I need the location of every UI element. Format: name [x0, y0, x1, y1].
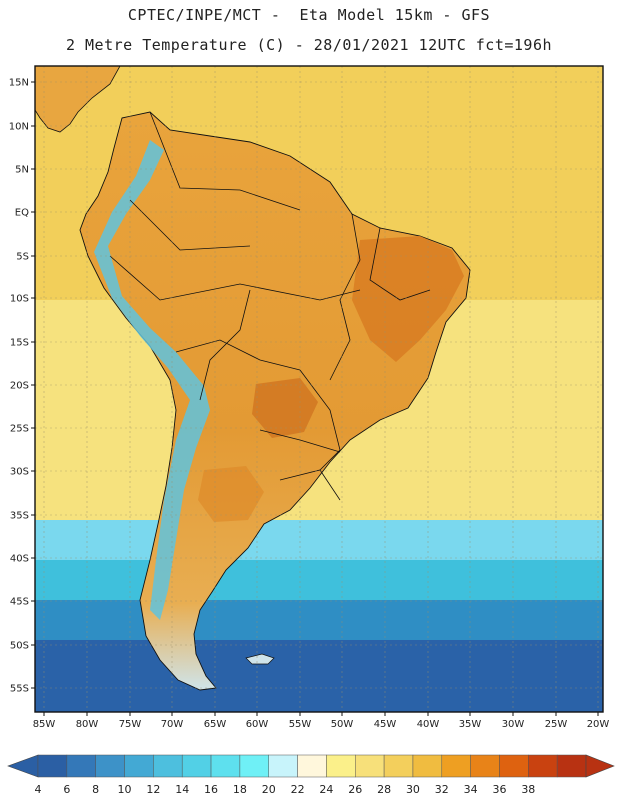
colorbar-segment [528, 754, 558, 778]
lon-tick-label: 85W [33, 719, 56, 730]
lat-tick-label: 5S [16, 252, 29, 263]
lat-tick-label: 5N [15, 165, 29, 176]
colorbar-label: 24 [319, 783, 333, 796]
lon-tick-label: 60W [246, 719, 269, 730]
lat-tick-label: 30S [10, 467, 29, 478]
lon-tick-label: 80W [76, 719, 99, 730]
colorbar-segment [297, 754, 327, 778]
colorbar-segment [556, 754, 587, 778]
country-borders [109, 111, 431, 501]
colorbar-segment [441, 754, 471, 778]
ocean-band-temperate [35, 520, 603, 560]
lat-tick-label: 20S [10, 381, 29, 392]
lon-tick-label: 30W [502, 719, 525, 730]
lon-tick-label: 75W [119, 719, 142, 730]
ocean-band-cool [35, 560, 603, 600]
lat-tick-label: 10N [9, 122, 29, 133]
lat-tick-label: 50S [10, 641, 29, 652]
map-frame [34, 65, 604, 713]
central-america-landmass [35, 66, 121, 133]
colorbar-label: 36 [492, 783, 506, 796]
colorbar-label: 16 [204, 783, 218, 796]
chart-title-line-1: CPTEC/INPE/MCT - Eta Model 15km - GFS [127, 6, 491, 24]
colorbar-segment [66, 754, 96, 778]
lon-tick-label: 50W [331, 719, 354, 730]
colorbar-segment [355, 754, 385, 778]
colorbar-label: 10 [118, 783, 132, 796]
lat-tick-label: 25S [10, 424, 29, 435]
hot-zone-chaco [252, 378, 318, 438]
colorbar-label: 28 [377, 783, 391, 796]
colorbar-label: 26 [348, 783, 362, 796]
lon-tick-label: 55W [289, 719, 312, 730]
lon-tick-label: 65W [204, 719, 227, 730]
colorbar-segment [268, 754, 298, 778]
lat-tick-label: 45S [10, 597, 29, 608]
colorbar: 4 6 8 10 12 14 16 18 20 22 24 26 28 30 32 34 36 38 [7, 754, 615, 796]
longitude-axis: 85W 80W 75W 70W 65W 60W 55W 50W 45W 40W 35W 30W 25W 2… [33, 712, 610, 730]
lat-tick-label: EQ [15, 208, 29, 219]
colorbar-label: 6 [63, 783, 70, 796]
colorbar-label: 30 [406, 783, 420, 796]
lat-tick-label: 55S [10, 684, 29, 695]
colorbar-segment [499, 754, 529, 778]
colorbar-segment [95, 754, 125, 778]
lat-tick-label: 15S [10, 338, 29, 349]
colorbar-label: 4 [35, 783, 42, 796]
ocean-band-cold [35, 600, 603, 640]
colorbar-label: 34 [464, 783, 478, 796]
colorbar-segment [239, 754, 269, 778]
lon-tick-label: 20W [587, 719, 610, 730]
colorbar-label: 22 [291, 783, 305, 796]
colorbar-segment [153, 754, 183, 778]
colorbar-label: 18 [233, 783, 247, 796]
lat-tick-label: 15N [9, 78, 29, 89]
colorbar-label: 32 [435, 783, 449, 796]
falkland-islands [245, 653, 275, 665]
colorbar-label: 14 [175, 783, 189, 796]
colorbar-segment [124, 754, 154, 778]
ocean-band-polar [35, 640, 603, 712]
colorbar-label: 20 [262, 783, 276, 796]
colorbar-label: 38 [521, 783, 535, 796]
colorbar-segment [181, 754, 212, 778]
colorbar-segment [210, 754, 241, 778]
lat-tick-label: 35S [10, 511, 29, 522]
colorbar-segment [412, 754, 443, 778]
lon-tick-label: 40W [417, 719, 440, 730]
lon-tick-label: 45W [374, 719, 397, 730]
colorbar-segment [326, 754, 356, 778]
colorbar-right-arrow [585, 754, 615, 778]
colorbar-segment [470, 754, 500, 778]
colorbar-label: 12 [146, 783, 160, 796]
lat-tick-label: 40S [10, 554, 29, 565]
lon-tick-label: 70W [161, 719, 184, 730]
lat-tick-label: 10S [10, 294, 29, 305]
lon-tick-label: 35W [459, 719, 482, 730]
chart-title-line-2: 2 Metre Temperature (C) - 28/01/2021 12U… [65, 36, 553, 54]
latitude-axis: 15N 10N 5N EQ 5S 10S 15S 20S 25S 30S 35S 40S 45S 50S 5… [9, 78, 35, 695]
andes-cold-strip [94, 140, 210, 620]
colorbar-segment [383, 754, 414, 778]
hot-zone-northeast [352, 236, 464, 362]
colorbar-label: 8 [92, 783, 99, 796]
map-area [35, 66, 603, 712]
lon-tick-label: 25W [545, 719, 568, 730]
colorbar-segment [37, 754, 68, 778]
hot-zone-south [198, 466, 264, 522]
colorbar-left-arrow [7, 754, 39, 778]
